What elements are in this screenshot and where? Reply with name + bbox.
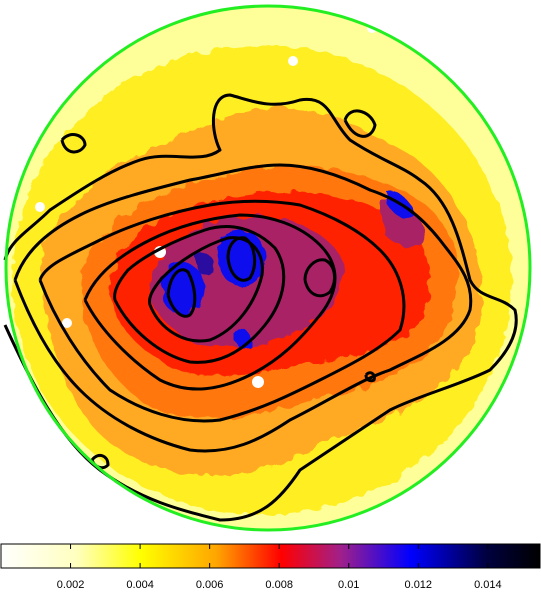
- colorbar-tick-label: 0.012: [405, 579, 433, 591]
- colorbar-tick-label: 0.014: [474, 579, 502, 591]
- intensity-map: [6, 6, 530, 530]
- colorbar-tick-label: 0.004: [126, 579, 154, 591]
- colorbar-gradient: [0, 543, 541, 569]
- contour-small-1: [60, 133, 87, 154]
- contour-5: [113, 225, 286, 364]
- contour-small-4: [364, 371, 376, 383]
- contour-peak-3: [303, 258, 337, 298]
- colorbar-tick-label: 0.002: [57, 579, 85, 591]
- contour-outer: [3, 93, 518, 522]
- contour-2: [13, 163, 473, 453]
- contour-6: [148, 236, 264, 343]
- contour-small-2: [343, 109, 377, 138]
- colorbar-tick-label: 0.008: [265, 579, 293, 591]
- colorbar: 0.002 0.004 0.006 0.008 0.01 0.012 0.014: [0, 543, 541, 591]
- contour-3: [38, 199, 406, 423]
- colorbar-ticks: 0.002 0.004 0.006 0.008 0.01 0.012 0.014: [57, 544, 502, 591]
- colorbar-tick-label: 0.006: [196, 579, 224, 591]
- contour-peak-1: [166, 268, 197, 318]
- contour-lines: [3, 93, 518, 522]
- contour-peak-2: [226, 236, 257, 282]
- field-boundary: [4, 4, 532, 532]
- colorbar-tick-label: 0.01: [338, 579, 359, 591]
